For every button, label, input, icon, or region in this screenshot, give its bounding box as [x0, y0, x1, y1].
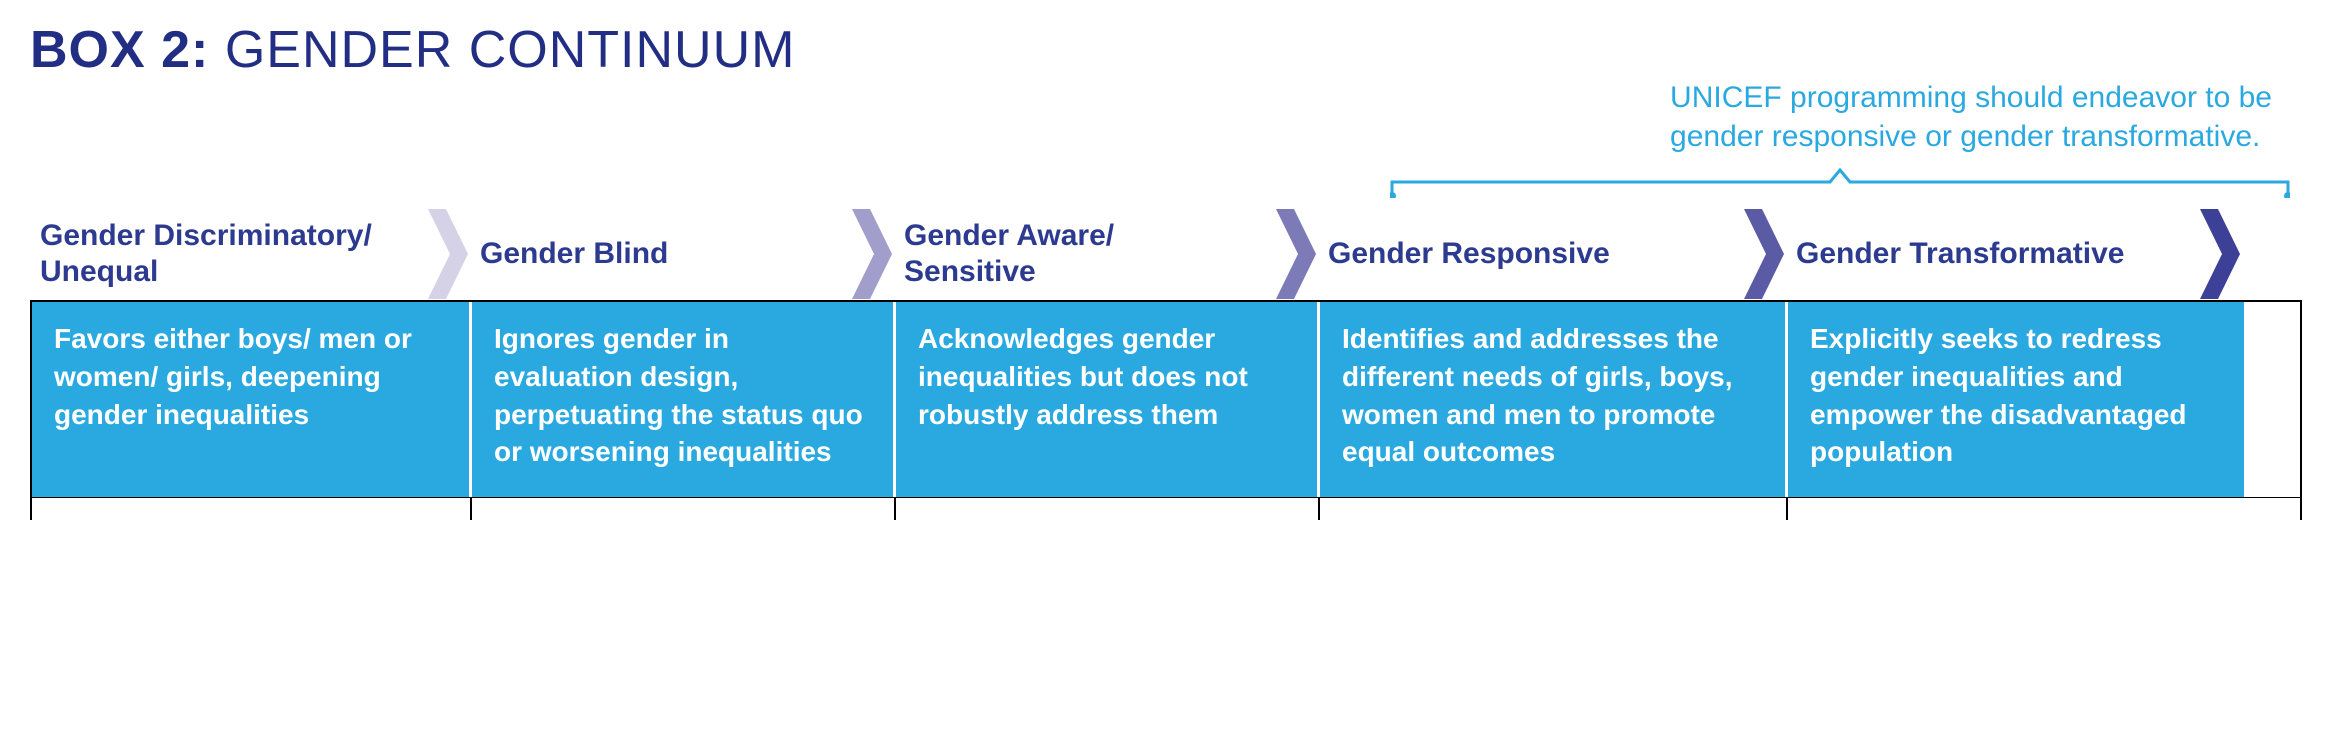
description-cell: Acknowledges gender inequalities but doe… — [896, 302, 1320, 497]
chevron-icon — [850, 209, 894, 299]
chevron-icon — [2198, 209, 2242, 299]
header-cell: Gender Responsive — [1318, 226, 1742, 282]
headers-row: Gender Discriminatory/Unequal Gender Bli… — [30, 208, 2302, 300]
footer-strip — [30, 498, 2302, 520]
chevron — [1742, 209, 1786, 299]
callout-region: UNICEF programming should endeavor to be… — [30, 88, 2302, 198]
description-cell: Ignores gender in evaluation design, per… — [472, 302, 896, 497]
chevron — [1274, 209, 1318, 299]
header-cell: Gender Discriminatory/Unequal — [30, 208, 426, 300]
description-cell: Favors either boys/ men or women/ girls,… — [32, 302, 472, 497]
header-cell: Gender Blind — [470, 226, 850, 282]
chevron — [2198, 209, 2242, 299]
footer-cell — [1788, 498, 2244, 520]
callout-line2: gender responsive or gender transformati… — [1670, 117, 2272, 156]
callout-bracket — [1390, 168, 2290, 198]
header-cell: Gender Transformative — [1786, 226, 2198, 282]
chevron — [850, 209, 894, 299]
callout-line1: UNICEF programming should endeavor to be — [1670, 78, 2272, 117]
footer-cell — [1320, 498, 1788, 520]
title-prefix: BOX 2: — [30, 21, 209, 79]
footer-cell — [472, 498, 896, 520]
callout-text: UNICEF programming should endeavor to be… — [1670, 78, 2272, 156]
box-title: BOX 2: GENDER CONTINUUM — [30, 20, 2302, 80]
chevron-icon — [1274, 209, 1318, 299]
title-text: GENDER CONTINUUM — [209, 21, 795, 79]
footer-cell — [896, 498, 1320, 520]
description-cell: Identifies and addresses the different n… — [1320, 302, 1788, 497]
description-row: Favors either boys/ men or women/ girls,… — [30, 300, 2302, 498]
chevron-icon — [426, 209, 470, 299]
footer-cell — [32, 498, 472, 520]
header-cell: Gender Aware/Sensitive — [894, 208, 1274, 300]
description-cell: Explicitly seeks to redress gender inequ… — [1788, 302, 2244, 497]
chevron-icon — [1742, 209, 1786, 299]
chevron — [426, 209, 470, 299]
